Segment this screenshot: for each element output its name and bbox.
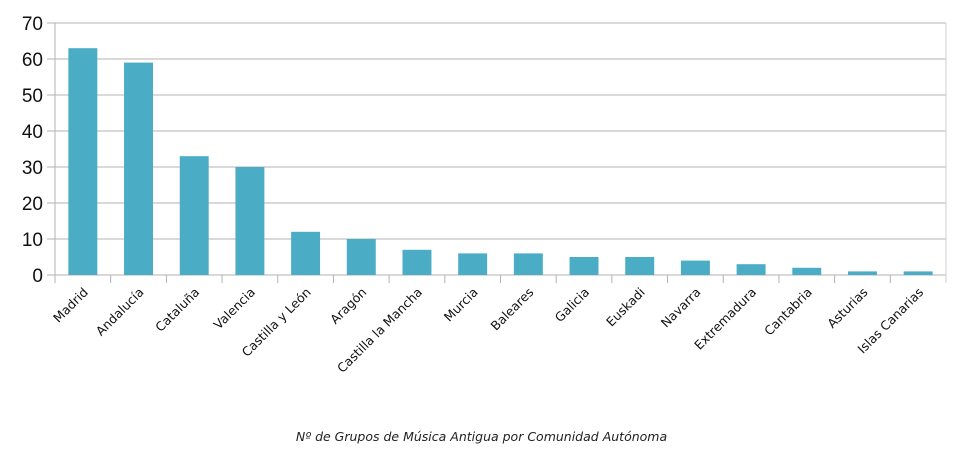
bar-islas-canarias <box>903 271 933 275</box>
bar-madrid <box>68 48 98 276</box>
x-tick-label: Navarra <box>658 285 704 331</box>
bar-cantabria <box>792 267 822 275</box>
x-tick-label: Madrid <box>50 285 91 326</box>
x-tick-label: Aragón <box>327 285 369 327</box>
y-tick-label: 20 <box>22 194 43 215</box>
bar-aragón <box>346 239 376 275</box>
bar-navarra <box>680 260 710 275</box>
bar-asturias <box>847 271 877 275</box>
x-tick-label: Cantabria <box>761 285 815 339</box>
bar-baleares <box>513 253 543 275</box>
y-axis: 0 10 20 30 40 50 60 70 <box>22 14 947 287</box>
x-tick-label: Asturias <box>824 285 870 331</box>
x-tick-label: Baleares <box>488 285 537 334</box>
x-axis: Madrid Andalucía Cataluña ValenciaCastilla … <box>50 275 926 376</box>
bar-chart: 0 10 20 30 40 50 60 70 Madrid Andalucía Cataluña V… <box>22 14 947 376</box>
bar-cataluña <box>179 156 209 275</box>
y-tick-label: 0 <box>32 266 43 287</box>
y-tick-label: 30 <box>22 158 43 179</box>
x-tick-label: Valencia <box>210 285 258 333</box>
x-tick-label: Andalucía <box>93 285 147 339</box>
bar-galicia <box>569 257 599 275</box>
y-tick-label: 50 <box>22 86 43 107</box>
bar-castilla-la-mancha <box>402 249 432 275</box>
y-tick-label: 60 <box>22 50 43 71</box>
bars <box>68 48 933 276</box>
y-tick-label: 70 <box>22 14 43 35</box>
x-tick-label: Galicia <box>552 285 593 326</box>
y-tick-label: 40 <box>22 122 43 143</box>
bar-valencia <box>235 167 265 275</box>
bar-castilla-y-león <box>291 231 321 275</box>
bar-extremadura <box>736 264 766 275</box>
bar-murcia <box>458 253 488 275</box>
x-tick-label: Cataluña <box>152 285 202 335</box>
x-tick-label: Murcia <box>441 285 481 325</box>
y-tick-label: 10 <box>22 230 43 251</box>
x-tick-label: Euskadi <box>603 285 648 330</box>
bar-andalucía <box>124 62 154 275</box>
bar-euskadi <box>625 257 655 275</box>
chart-caption: Nº de Grupos de Música Antigua por Comun… <box>295 429 668 444</box>
